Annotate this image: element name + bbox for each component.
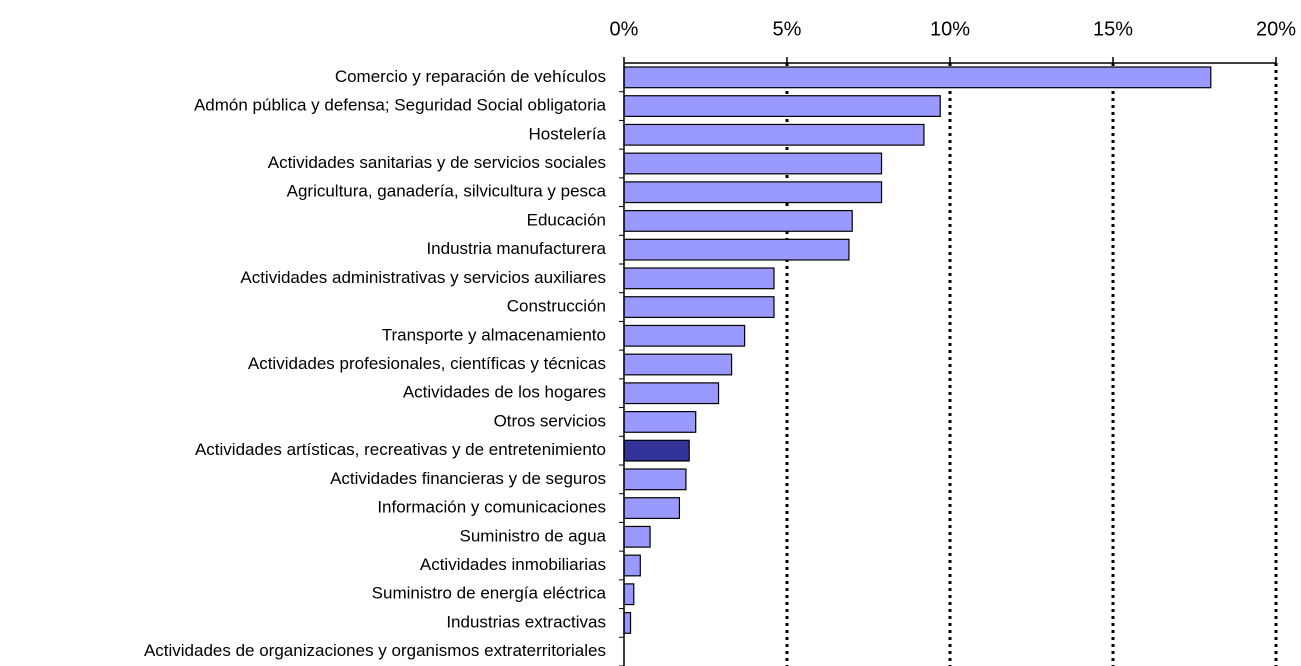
bar [623,497,681,520]
bar [623,95,941,118]
y-tick-label: Admón pública y defensa; Seguridad Socia… [194,96,607,115]
bar [623,468,687,491]
y-tick-label: Educación [527,210,606,229]
y-tick-label: Industrias extractivas [446,612,606,631]
y-tick-label: Actividades administrativas y servicios … [240,268,606,287]
bar [623,123,925,146]
bar [623,583,635,606]
y-tick-label: Actividades de organizaciones y organism… [144,641,606,660]
bar [623,353,733,376]
x-tick-label: 5% [773,18,802,40]
bar [623,267,775,290]
bar [623,554,641,577]
bar [623,238,850,261]
y-tick-label: Actividades de los hogares [403,383,606,402]
x-tick-label: 10% [930,18,970,40]
bar [623,439,690,462]
y-tick-label: Actividades inmobiliarias [420,555,606,574]
x-tick-label: 20% [1256,18,1296,40]
bar [623,181,883,204]
y-tick-label: Construcción [507,297,606,316]
bar [623,410,697,433]
y-tick-label: Actividades artísticas, recreativas y de… [195,440,606,459]
bar [623,525,651,548]
y-tick-label: Agricultura, ganadería, silvicultura y p… [287,182,607,201]
y-tick-label: Transporte y almacenamiento [382,325,606,344]
bar [623,382,720,405]
y-tick-label: Suministro de energía eléctrica [372,584,607,603]
bar [623,296,775,319]
y-tick-label: Suministro de agua [460,526,607,545]
y-tick-label: Otros servicios [494,411,606,430]
y-tick-label: Hostelería [529,124,607,143]
bar [623,611,632,634]
y-tick-label: Actividades sanitarias y de servicios so… [268,153,606,172]
y-tick-label: Actividades financieras y de seguros [330,469,606,488]
bar [623,152,883,175]
x-tick-label: 15% [1093,18,1133,40]
y-tick-label: Actividades profesionales, científicas y… [248,354,606,373]
bar [623,66,1212,89]
x-tick-label: 0% [610,18,639,40]
y-tick-label: Industria manufacturera [426,239,606,258]
bar [623,209,853,232]
y-tick-label: Comercio y reparación de vehículos [335,67,606,86]
y-tick-label: Información y comunicaciones [377,498,606,517]
bar [623,324,746,347]
